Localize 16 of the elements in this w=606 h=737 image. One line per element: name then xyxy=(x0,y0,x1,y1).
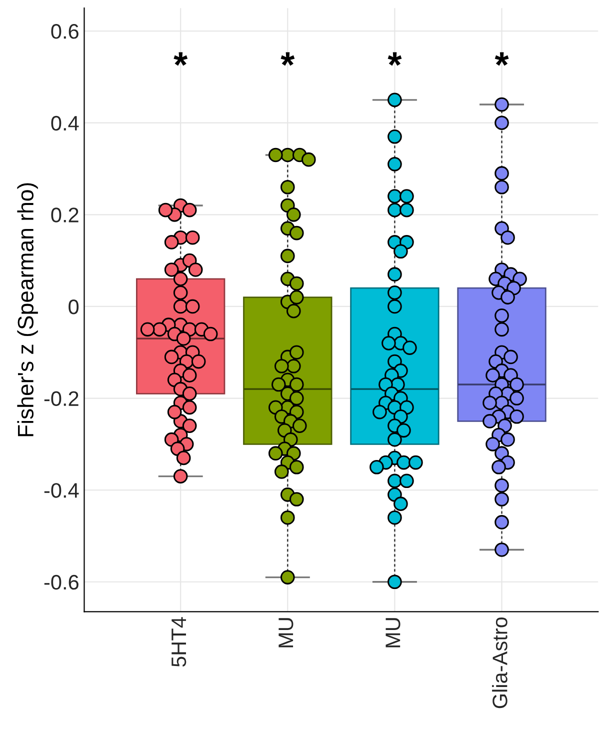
annotation: * xyxy=(388,52,402,66)
x-tick-label: MU xyxy=(386,618,400,648)
y-tick-label: 0.6 xyxy=(51,24,78,39)
y-tick-label: -0.6 xyxy=(44,574,78,590)
y-tick-label: -0.4 xyxy=(44,483,79,498)
y-tick-label: 0.4 xyxy=(51,116,79,131)
x-tick-label: 5HT4 xyxy=(172,617,186,667)
y-tick-label: 0.2 xyxy=(51,208,78,222)
annotation: * xyxy=(174,52,188,66)
x-tick-label: MU xyxy=(278,618,294,648)
y-tick-label: -0.2 xyxy=(44,391,78,406)
annotation: * xyxy=(280,52,295,66)
annotation: * xyxy=(494,52,509,66)
x-tick-label: Glia-Astro xyxy=(492,617,508,708)
y-tick-label: 0 xyxy=(68,299,79,314)
y-axis-title: Fisher's z (Spearman rho) xyxy=(17,183,38,436)
